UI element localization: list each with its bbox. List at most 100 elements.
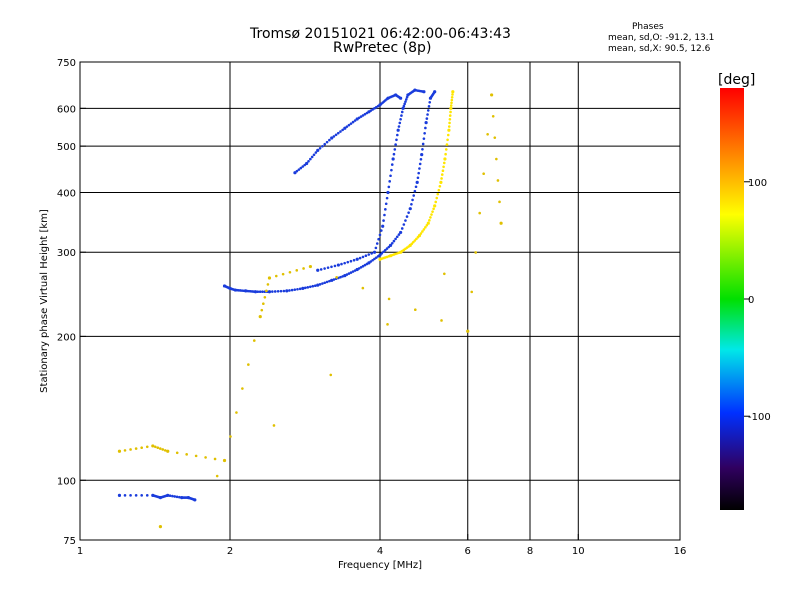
data-point: [377, 237, 380, 241]
data-point: [417, 234, 422, 238]
data-point: [401, 106, 405, 110]
data-point: [267, 290, 272, 294]
data-point: [443, 157, 447, 161]
data-point: [323, 142, 327, 146]
data-point: [346, 260, 350, 264]
data-point: [466, 329, 470, 333]
data-point: [446, 138, 449, 142]
data-point: [330, 278, 334, 282]
x-tick-label: 1: [77, 546, 83, 557]
data-point: [443, 272, 446, 276]
colorbar: [720, 88, 744, 510]
data-point: [281, 272, 285, 276]
data-point: [352, 258, 356, 262]
data-point: [263, 295, 267, 299]
data-point: [499, 221, 503, 225]
data-point: [491, 115, 495, 118]
data-point: [432, 207, 435, 211]
data-point: [349, 271, 353, 274]
data-point: [416, 176, 420, 180]
data-point: [414, 185, 418, 189]
data-point: [241, 387, 244, 390]
x-tick-label: 4: [377, 546, 383, 557]
data-point: [384, 208, 387, 211]
data-point: [390, 241, 394, 245]
data-point: [410, 242, 414, 246]
data-point: [441, 169, 445, 172]
data-point: [439, 180, 443, 184]
data-point: [448, 117, 452, 121]
data-point: [419, 232, 423, 235]
data-point: [478, 211, 481, 215]
data-point: [276, 290, 280, 293]
data-point: [433, 204, 437, 208]
data-point: [402, 104, 406, 108]
y-tick-label: 200: [57, 332, 76, 343]
data-point: [260, 308, 264, 312]
data-point: [386, 323, 389, 326]
data-point: [266, 283, 270, 286]
colorbar-tick-label: 0: [748, 295, 754, 306]
y-tick-label: 500: [57, 142, 76, 153]
data-point: [171, 494, 174, 498]
data-point: [389, 174, 392, 178]
data-point: [339, 275, 342, 279]
data-point: [371, 108, 374, 111]
data-point: [282, 289, 286, 293]
data-point: [293, 288, 297, 291]
colorbar-tick-label: 100: [748, 178, 767, 189]
axis-ticks: 1 2 4 6 8 10 16 75 100 200 300 400 500 600 750: [57, 58, 686, 557]
data-point: [424, 226, 427, 229]
data-point: [258, 315, 262, 319]
series-group: [117, 493, 197, 502]
data-point: [312, 153, 316, 157]
data-point: [404, 100, 407, 103]
data-point: [258, 290, 262, 294]
phases-title: Phases: [632, 22, 664, 32]
data-point: [394, 237, 397, 241]
data-point: [395, 235, 399, 239]
data-point: [314, 151, 318, 154]
data-point: [418, 162, 422, 166]
data-point: [428, 219, 431, 222]
data-point: [421, 142, 425, 146]
data-point: [495, 157, 498, 161]
series-group: [378, 90, 455, 261]
data-point: [355, 257, 359, 261]
data-point: [370, 252, 373, 255]
data-point: [392, 152, 396, 156]
data-point: [426, 109, 430, 112]
data-point: [361, 114, 365, 117]
series-group: [316, 88, 426, 272]
data-point: [332, 135, 336, 138]
x-tick-label: 6: [465, 546, 471, 557]
data-point: [271, 290, 274, 293]
data-point: [394, 143, 397, 146]
data-point: [392, 239, 396, 243]
data-point: [375, 242, 379, 245]
data-point: [288, 289, 291, 292]
y-tick-label: 75: [63, 536, 76, 547]
data-point: [222, 458, 227, 463]
data-points: [117, 88, 503, 529]
data-point: [390, 163, 394, 166]
data-point: [498, 200, 501, 204]
data-point: [430, 213, 433, 216]
data-point: [349, 259, 353, 263]
data-point: [363, 263, 367, 267]
data-point: [213, 457, 217, 461]
data-point: [178, 495, 181, 499]
data-point: [175, 451, 179, 455]
data-point: [422, 228, 426, 231]
data-point: [262, 302, 265, 306]
data-point: [496, 179, 500, 182]
data-point: [357, 267, 361, 270]
data-point: [288, 270, 292, 274]
data-point: [123, 449, 127, 452]
data-point: [334, 133, 338, 137]
data-point: [168, 494, 172, 498]
data-point: [388, 180, 391, 183]
data-point: [247, 363, 250, 366]
grid-lines: [80, 62, 680, 540]
